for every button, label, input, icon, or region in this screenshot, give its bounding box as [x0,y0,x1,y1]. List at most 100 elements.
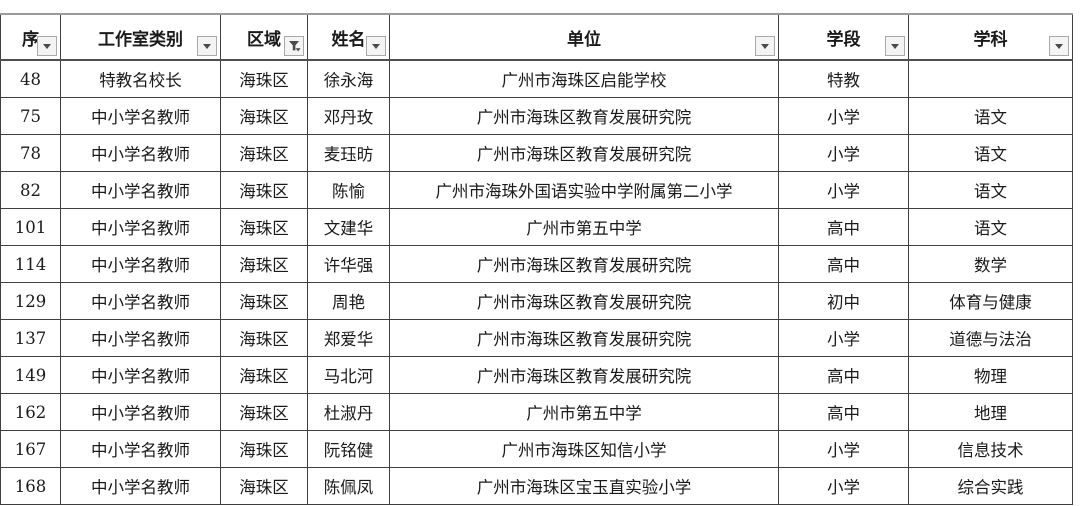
table-cell[interactable]: 海珠区 [220,430,308,468]
filter-button-unit[interactable] [755,36,775,56]
column-header-subject[interactable]: 学科 [908,13,1073,61]
table-cell[interactable]: 郑爱华 [307,319,390,357]
table-cell[interactable]: 徐永海 [307,59,390,98]
table-cell[interactable]: 海珠区 [220,171,308,209]
table-cell[interactable]: 阮铭健 [307,430,390,468]
table-cell[interactable]: 广州市海珠区知信小学 [389,430,779,468]
table-cell[interactable]: 道德与法治 [908,319,1073,357]
table-cell[interactable]: 114 [0,245,61,283]
table-cell[interactable]: 中小学名教师 [60,208,221,246]
filter-button-subject[interactable] [1049,36,1069,56]
table-cell[interactable]: 广州市海珠区教育发展研究院 [389,97,779,135]
table-cell[interactable]: 广州市海珠区教育发展研究院 [389,282,779,320]
table-cell[interactable]: 广州市海珠外国语实验中学附属第二小学 [389,171,779,209]
table-cell[interactable]: 小学 [778,134,909,172]
table-cell[interactable]: 广州市海珠区教育发展研究院 [389,319,779,357]
table-cell[interactable]: 中小学名教师 [60,430,221,468]
table-cell[interactable]: 75 [0,97,61,135]
table-cell[interactable]: 海珠区 [220,59,308,98]
column-header-unit[interactable]: 单位 [389,13,779,61]
table-cell[interactable]: 48 [0,59,61,98]
table-cell[interactable]: 海珠区 [220,245,308,283]
table-cell[interactable]: 137 [0,319,61,357]
table-cell[interactable]: 广州市海珠区教育发展研究院 [389,134,779,172]
table-cell[interactable]: 邓丹玫 [307,97,390,135]
table-cell[interactable]: 高中 [778,208,909,246]
table-cell[interactable]: 小学 [778,97,909,135]
table-cell[interactable]: 特教 [778,59,909,98]
table-cell[interactable]: 许华强 [307,245,390,283]
table-cell[interactable]: 海珠区 [220,467,308,505]
table-cell[interactable]: 海珠区 [220,97,308,135]
filter-button-stage[interactable] [885,36,905,56]
filter-button-region[interactable] [284,36,304,56]
table-cell[interactable]: 中小学名教师 [60,171,221,209]
table-cell[interactable]: 海珠区 [220,393,308,431]
table-cell[interactable]: 中小学名教师 [60,245,221,283]
table-cell[interactable]: 广州市第五中学 [389,393,779,431]
table-cell[interactable]: 文建华 [307,208,390,246]
table-cell[interactable]: 语文 [908,208,1073,246]
table-cell[interactable]: 广州市海珠区教育发展研究院 [389,356,779,394]
table-cell[interactable]: 高中 [778,245,909,283]
column-header-stage[interactable]: 学段 [778,13,909,61]
table-cell[interactable]: 数学 [908,245,1073,283]
table-cell[interactable]: 小学 [778,171,909,209]
table-cell[interactable]: 小学 [778,319,909,357]
table-cell[interactable]: 信息技术 [908,430,1073,468]
table-cell[interactable] [908,59,1073,98]
table-cell[interactable]: 小学 [778,430,909,468]
table-row: 82 中小学名教师 海珠区 陈愉 广州市海珠外国语实验中学附属第二小学 小学 语… [0,171,1073,209]
table-cell[interactable]: 中小学名教师 [60,97,221,135]
table-cell[interactable]: 中小学名教师 [60,134,221,172]
table-cell[interactable]: 广州市海珠区教育发展研究院 [389,245,779,283]
table-cell[interactable]: 杜淑丹 [307,393,390,431]
filter-button-studio-type[interactable] [197,36,217,56]
column-header-seq[interactable]: 序 [0,13,61,61]
table-cell[interactable]: 语文 [908,171,1073,209]
table-cell[interactable]: 海珠区 [220,208,308,246]
table-cell[interactable]: 初中 [778,282,909,320]
table-cell[interactable]: 海珠区 [220,134,308,172]
table-cell[interactable]: 陈佩凤 [307,467,390,505]
table-cell[interactable]: 广州市海珠区启能学校 [389,59,779,98]
table-cell[interactable]: 82 [0,171,61,209]
table-cell[interactable]: 149 [0,356,61,394]
table-cell[interactable]: 广州市第五中学 [389,208,779,246]
table-cell[interactable]: 广州市海珠区宝玉直实验小学 [389,467,779,505]
table-cell[interactable]: 高中 [778,393,909,431]
table-cell[interactable]: 129 [0,282,61,320]
table-cell[interactable]: 马北河 [307,356,390,394]
table-cell[interactable]: 周艳 [307,282,390,320]
table-cell[interactable]: 162 [0,393,61,431]
table-cell[interactable]: 地理 [908,393,1073,431]
table-cell[interactable]: 语文 [908,134,1073,172]
table-cell[interactable]: 特教名校长 [60,59,221,98]
column-header-studio-type[interactable]: 工作室类别 [60,13,221,61]
table-cell[interactable]: 海珠区 [220,356,308,394]
table-cell[interactable]: 麦珏昉 [307,134,390,172]
column-header-region[interactable]: 区域 [220,13,308,61]
table-cell[interactable]: 中小学名教师 [60,393,221,431]
table-cell[interactable]: 体育与健康 [908,282,1073,320]
table-cell[interactable]: 高中 [778,356,909,394]
column-header-seq-label: 序 [22,29,39,50]
table-cell[interactable]: 101 [0,208,61,246]
table-cell[interactable]: 海珠区 [220,319,308,357]
filter-button-name[interactable] [366,36,386,56]
table-cell[interactable]: 小学 [778,467,909,505]
filter-button-seq[interactable] [37,36,57,56]
table-cell[interactable]: 中小学名教师 [60,319,221,357]
table-cell[interactable]: 中小学名教师 [60,282,221,320]
table-cell[interactable]: 168 [0,467,61,505]
table-cell[interactable]: 物理 [908,356,1073,394]
table-cell[interactable]: 语文 [908,97,1073,135]
table-cell[interactable]: 陈愉 [307,171,390,209]
table-cell[interactable]: 中小学名教师 [60,356,221,394]
column-header-name[interactable]: 姓名 [307,13,390,61]
table-cell[interactable]: 167 [0,430,61,468]
table-cell[interactable]: 海珠区 [220,282,308,320]
table-cell[interactable]: 综合实践 [908,467,1073,505]
table-cell[interactable]: 中小学名教师 [60,467,221,505]
table-cell[interactable]: 78 [0,134,61,172]
